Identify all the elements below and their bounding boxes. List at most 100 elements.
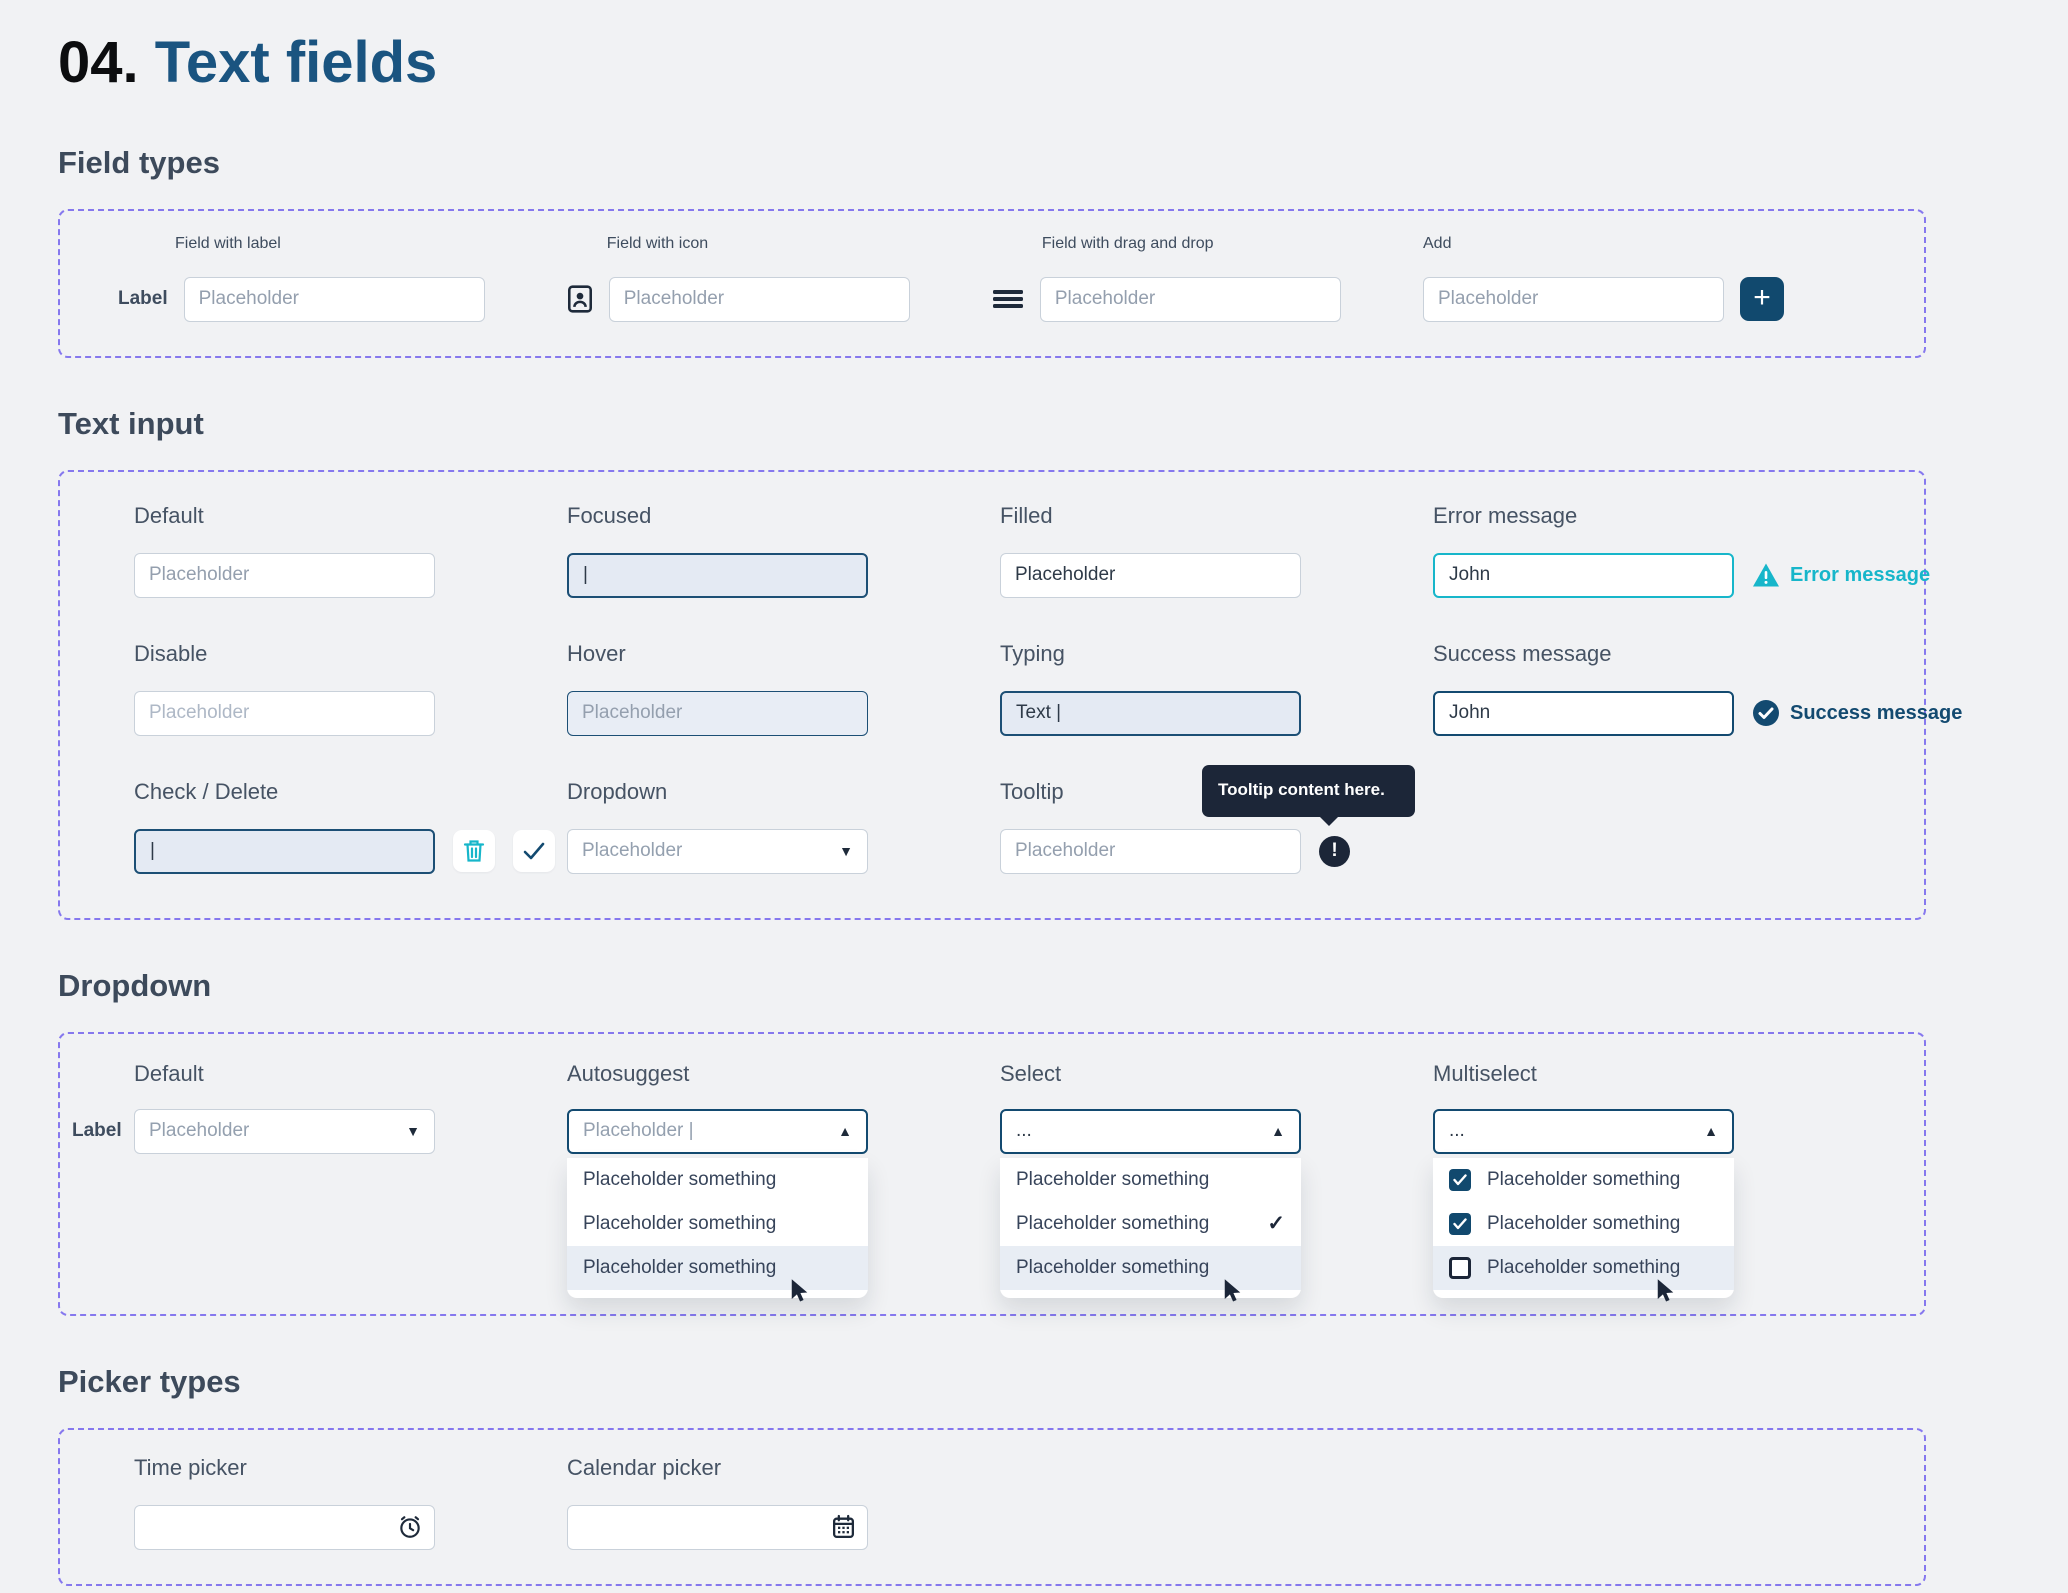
dropdown-state-control[interactable]: Placeholder ▼ [567,828,868,874]
autosuggest-control[interactable]: Placeholder | ▲ [567,1108,868,1154]
text-input-dropdown-cell: Dropdown Placeholder ▼ [567,778,1000,874]
menu-item[interactable]: Placeholder something [1433,1158,1734,1202]
hover-input[interactable] [567,690,868,736]
page-title-text: Text fields [154,30,438,95]
check-button[interactable] [513,830,555,873]
check-icon [521,839,547,863]
check-delete-input[interactable] [134,828,435,874]
dropdown-state-label: Dropdown [567,778,668,804]
delete-button[interactable] [453,830,495,873]
field-with-icon-header: Field with icon [606,234,709,252]
picker-types-heading: Picker types [58,1363,241,1399]
menu-item-label: Placeholder something [1016,1212,1210,1234]
multiselect-menu: Placeholder something Placeholder someth… [1433,1157,1734,1302]
chevron-up-icon: ▲ [1704,1123,1718,1140]
dropdown-default-control[interactable]: Placeholder ▼ [134,1108,435,1154]
field-types-container: Field with label Label Field with icon [58,208,1926,358]
chevron-up-icon: ▲ [1271,1123,1285,1140]
select-value: ... [1016,1120,1032,1142]
menu-item[interactable]: Placeholder something ✓ [1000,1202,1301,1246]
multiselect-label: Multiselect [1433,1060,1537,1086]
time-picker-cell: Time picker [134,1454,567,1550]
field-with-label-input[interactable] [183,276,485,322]
multiselect-control[interactable]: ... ▲ [1433,1108,1734,1154]
add-field-input[interactable] [1423,276,1724,322]
cursor-pointer-icon [785,1277,812,1304]
menu-item[interactable]: Placeholder something [583,1212,777,1234]
drag-handle-icon[interactable] [992,288,1024,310]
menu-item[interactable]: Placeholder something [1000,1245,1301,1290]
dropdown-default-value: Placeholder [149,1120,250,1142]
menu-item[interactable]: Placeholder something [1016,1168,1210,1190]
alarm-clock-icon[interactable] [397,1514,423,1540]
time-picker-label: Time picker [134,1454,247,1480]
add-field-group: Add + [1423,235,1784,322]
success-label: Success message [1433,640,1612,666]
field-with-drag-header: Field with drag and drop [1041,234,1214,252]
autosuggest-label: Autosuggest [567,1060,690,1086]
disable-input [134,690,435,736]
label-side-label: Label [118,288,168,310]
field-with-icon-input[interactable] [608,276,910,322]
dropdown-default-cell: Default Label Placeholder ▼ [72,1060,567,1298]
dropdown-heading: Dropdown [58,967,212,1003]
select-menu: Placeholder something Placeholder someth… [1000,1157,1301,1302]
disable-label: Disable [134,640,208,666]
tooltip-bubble: Tooltip content here. [1202,764,1415,826]
contact-card-icon [567,284,593,314]
page-title: 04. Text fields [58,30,1926,97]
success-message-text: Success message [1790,701,1963,724]
hover-label: Hover [567,640,626,666]
cursor-pointer-icon [1218,1277,1245,1304]
field-with-icon-group: Field with icon [567,235,910,322]
check-delete-label: Check / Delete [134,778,279,804]
typing-input[interactable] [1000,690,1301,736]
select-label: Select [1000,1060,1062,1086]
text-input-hover-cell: Hover [567,640,1000,736]
text-input-typing-cell: Typing [1000,640,1433,736]
time-picker-input[interactable] [134,1504,435,1550]
field-with-drag-input[interactable] [1039,276,1341,322]
field-types-heading: Field types [58,144,220,180]
menu-item[interactable]: Placeholder something [1433,1202,1734,1246]
default-input[interactable] [134,552,435,598]
select-control[interactable]: ... ▲ [1000,1108,1301,1154]
chevron-up-icon: ▲ [838,1123,852,1140]
checkbox-checked-icon[interactable] [1449,1168,1471,1191]
error-message-text: Error message [1790,563,1931,586]
info-exclamation-icon[interactable]: ! [1319,835,1350,867]
selected-check-icon: ✓ [1267,1212,1285,1236]
select-cell: Select ... ▲ Placeholder something Place… [1000,1060,1433,1302]
autosuggest-value: Placeholder | [583,1120,694,1142]
checkbox-unchecked-icon[interactable] [1449,1256,1471,1279]
menu-item[interactable]: Placeholder something [583,1168,777,1190]
checkbox-checked-icon[interactable] [1449,1212,1471,1235]
calendar-icon[interactable] [831,1514,856,1540]
success-input[interactable] [1433,690,1734,736]
menu-item[interactable]: Placeholder something [1433,1245,1734,1290]
calendar-picker-label: Calendar picker [567,1454,722,1480]
error-message: Error message [1752,562,1930,588]
menu-item-label: Placeholder something [1487,1168,1681,1190]
dropdown-container: Default Label Placeholder ▼ Autosuggest … [58,1031,1926,1316]
picker-types-container: Time picker Calendar picker [58,1427,1926,1586]
page-title-number: 04. [58,30,139,95]
text-input-focused-cell: Focused [567,502,1000,598]
add-field-header: Add [1423,234,1452,252]
filled-label: Filled [1000,502,1053,528]
focused-input[interactable] [567,552,868,598]
autosuggest-cell: Autosuggest Placeholder | ▲ Placeholder … [567,1060,1000,1302]
menu-item[interactable]: Placeholder something [567,1245,868,1290]
autosuggest-menu: Placeholder something Placeholder someth… [567,1157,868,1302]
default-label: Default [134,502,204,528]
warning-triangle-icon [1752,562,1780,588]
add-button[interactable]: + [1740,277,1784,322]
calendar-picker-input[interactable] [567,1504,868,1550]
plus-icon: + [1753,280,1771,314]
text-input-disable-cell: Disable [134,640,567,736]
picker-spacer [1433,1454,1904,1550]
error-input[interactable] [1433,552,1734,598]
tooltip-input[interactable] [1000,828,1301,874]
filled-input[interactable] [1000,552,1301,598]
